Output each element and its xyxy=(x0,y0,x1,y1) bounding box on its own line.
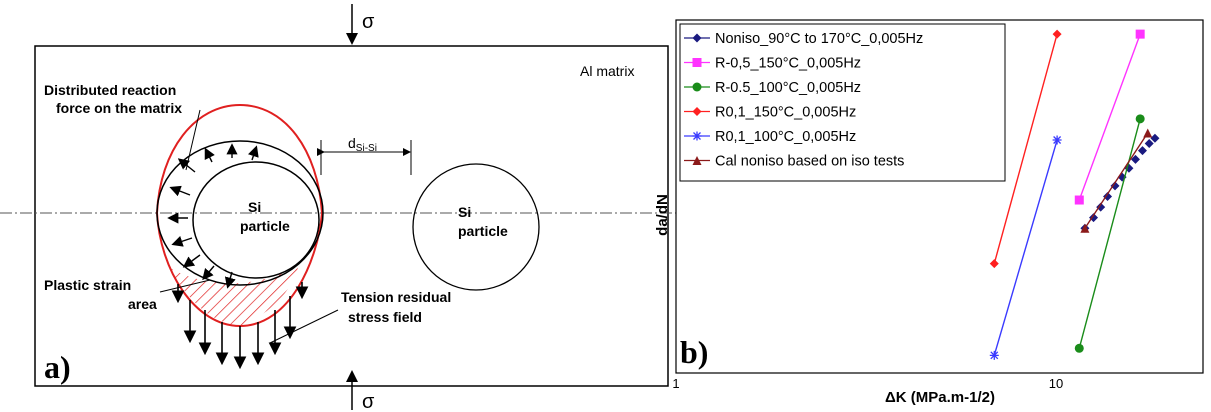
data-point-0-7 xyxy=(1130,154,1140,164)
series-5 xyxy=(1080,128,1153,233)
series-line-3 xyxy=(993,33,1058,264)
legend-label-4: R0,1_100°C_0,005Hz xyxy=(715,129,856,145)
legend-marker-0 xyxy=(692,33,702,43)
leader-tension xyxy=(269,309,339,344)
data-point-4-0 xyxy=(989,350,999,360)
sigma-bottom-label: σ xyxy=(362,391,375,412)
data-point-0-9 xyxy=(1144,139,1154,149)
figure-b: da/dN ΔK (MPa.m-1/2) 1 10 Noniso_90°C to… xyxy=(654,19,1204,406)
series-1 xyxy=(1074,29,1145,205)
data-point-0-3 xyxy=(1103,192,1113,201)
data-point-4-1 xyxy=(1052,135,1062,145)
si-particle-left xyxy=(192,161,320,279)
series-layer xyxy=(989,29,1160,360)
tension-zone-hatch xyxy=(170,260,300,326)
reaction-force-label-1: Distributed reaction xyxy=(44,82,176,98)
panel-b-label: b) xyxy=(680,334,708,370)
data-point-0-8 xyxy=(1137,146,1147,156)
tension-label-1: Tension residual xyxy=(341,289,451,305)
si-particle-right xyxy=(412,163,540,291)
legend-label-5: Cal noniso based on iso tests xyxy=(715,154,904,170)
particle-left-label-1: Si xyxy=(248,199,261,215)
data-point-3-0 xyxy=(989,259,999,269)
tension-arrows xyxy=(171,282,309,370)
legend-marker-4 xyxy=(692,131,702,141)
legend: Noniso_90°C to 170°C_0,005Hz R-0,5_150°C_… xyxy=(684,31,923,170)
legend-label-0: Noniso_90°C to 170°C_0,005Hz xyxy=(715,31,923,47)
data-point-0-1 xyxy=(1089,213,1099,223)
y-axis-label: da/dN xyxy=(654,194,671,236)
figure-a: σ σ xyxy=(0,4,676,412)
series-line-1 xyxy=(1078,33,1141,201)
legend-marker-1 xyxy=(692,58,702,67)
data-point-1-1 xyxy=(1135,29,1145,39)
particle-left-label-2: particle xyxy=(240,218,290,234)
legend-marker-3 xyxy=(692,107,702,116)
plot-area xyxy=(675,19,1204,374)
series-line-2 xyxy=(1078,118,1141,349)
legend-marker-2 xyxy=(692,82,702,92)
legend-marker-5 xyxy=(692,156,702,165)
data-point-5-1 xyxy=(1143,128,1153,138)
series-line-4 xyxy=(993,139,1058,356)
data-point-0-2 xyxy=(1096,202,1106,212)
data-point-2-0 xyxy=(1074,343,1084,353)
series-4 xyxy=(989,135,1062,360)
plastic-boundary xyxy=(155,103,324,328)
series-0 xyxy=(1080,133,1160,233)
distance-label: dSi-Si xyxy=(348,135,377,154)
data-point-3-1 xyxy=(1052,29,1062,39)
legend-label-2: R-0.5_100°C_0,005Hz xyxy=(715,80,861,96)
leader-plastic xyxy=(159,279,211,293)
data-point-0-4 xyxy=(1110,181,1120,191)
leader-reaction xyxy=(185,109,201,171)
legend-label-1: R-0,5_150°C_0,005Hz xyxy=(715,56,861,72)
data-point-2-1 xyxy=(1135,114,1145,124)
x-tick-label-10: 10 xyxy=(1049,376,1063,391)
matrix-label: Al matrix xyxy=(580,63,634,79)
x-axis-label: ΔK (MPa.m-1/2) xyxy=(885,389,995,406)
data-point-5-0 xyxy=(1080,223,1090,233)
particle-right-label-1: Si xyxy=(458,204,471,220)
tension-label-2: stress field xyxy=(348,309,422,325)
particle-right-label-2: particle xyxy=(458,223,508,239)
data-point-0-10 xyxy=(1150,133,1160,143)
reaction-force-arrows xyxy=(167,143,259,289)
series-2 xyxy=(1074,114,1145,353)
plastic-label-1: Plastic strain xyxy=(44,277,131,293)
series-3 xyxy=(989,29,1062,269)
sigma-top-label: σ xyxy=(362,11,375,33)
panel-a-label: a) xyxy=(44,349,71,385)
plastic-label-2: area xyxy=(128,296,157,312)
x-tick-label-1: 1 xyxy=(672,376,679,391)
reaction-force-label-2: force on the matrix xyxy=(56,100,182,116)
series-line-5 xyxy=(1084,132,1149,229)
data-point-1-0 xyxy=(1074,195,1084,205)
particle-interface-outer xyxy=(156,140,324,286)
legend-label-3: R0,1_150°C_0,005Hz xyxy=(715,105,856,121)
legend-box xyxy=(679,23,1006,182)
